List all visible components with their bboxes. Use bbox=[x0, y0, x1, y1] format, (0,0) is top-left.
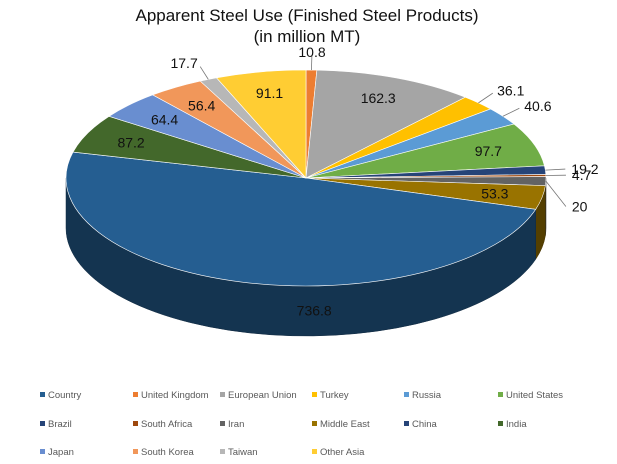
legend-swatch-india bbox=[498, 421, 503, 426]
leader-line-taiwan bbox=[199, 66, 209, 80]
legend-item-middle-east: Middle East bbox=[320, 419, 370, 430]
legend-item-united-states: United States bbox=[506, 390, 563, 401]
legend-swatch-south-korea bbox=[133, 449, 138, 454]
data-label-iran: 20 bbox=[572, 199, 588, 215]
data-label-south-korea: 56.4 bbox=[188, 97, 215, 113]
pie-tops bbox=[65, 69, 547, 287]
chart-subtitle: (in million MT) bbox=[254, 27, 361, 46]
leader-line-turkey bbox=[478, 92, 494, 104]
data-label-china: 736.8 bbox=[297, 302, 332, 318]
data-labels: 10.8 162.3 36.140.6 97.7 19.24.7 20 53.3 736.8 8… bbox=[117, 44, 598, 318]
legend-swatch-other-asia bbox=[312, 449, 317, 454]
data-label-india: 87.2 bbox=[117, 134, 144, 150]
legend-swatch-united-kingdom bbox=[133, 392, 138, 397]
chart-title: Apparent Steel Use (Finished Steel Produ… bbox=[135, 6, 478, 25]
legend-item-european-union: European Union bbox=[228, 390, 297, 401]
pie-slice-other-asia bbox=[215, 69, 307, 179]
pie-slice-european-union bbox=[305, 69, 467, 179]
legend-item-country: Country bbox=[48, 390, 82, 401]
legend-swatch-brazil bbox=[40, 421, 45, 426]
leader-lines bbox=[199, 56, 567, 207]
legend-item-taiwan: Taiwan bbox=[228, 447, 258, 458]
legend: Country United Kingdom European Union Turke… bbox=[40, 390, 563, 458]
data-label-united-states: 97.7 bbox=[475, 143, 502, 159]
data-label-other-asia: 91.1 bbox=[256, 85, 283, 101]
data-label-japan: 64.4 bbox=[151, 112, 178, 128]
legend-swatch-south-africa bbox=[133, 421, 138, 426]
data-label-middle-east: 53.3 bbox=[481, 186, 508, 202]
legend-swatch-country bbox=[40, 392, 45, 397]
legend-swatch-united-states bbox=[498, 392, 503, 397]
legend-swatch-taiwan bbox=[220, 449, 225, 454]
data-label-taiwan: 17.7 bbox=[170, 55, 197, 71]
legend-item-russia: Russia bbox=[412, 390, 442, 401]
legend-item-iran: Iran bbox=[228, 419, 244, 430]
legend-swatch-china bbox=[404, 421, 409, 426]
data-label-united-kingdom: 10.8 bbox=[298, 44, 325, 60]
legend-swatch-middle-east bbox=[312, 421, 317, 426]
legend-item-brazil: Brazil bbox=[48, 419, 72, 430]
data-label-russia: 40.6 bbox=[524, 98, 551, 114]
legend-item-india: India bbox=[506, 419, 527, 430]
pie-slice-china bbox=[65, 151, 537, 287]
legend-swatch-japan bbox=[40, 449, 45, 454]
legend-swatch-russia bbox=[404, 392, 409, 397]
legend-item-south-korea: South Korea bbox=[141, 447, 195, 458]
data-label-turkey: 36.1 bbox=[497, 82, 524, 98]
data-label-european-union: 162.3 bbox=[361, 90, 396, 106]
data-label-brazil: 19.2 bbox=[571, 161, 598, 177]
leader-line-iran bbox=[545, 180, 567, 207]
legend-item-other-asia: Other Asia bbox=[320, 447, 365, 458]
legend-item-japan: Japan bbox=[48, 447, 74, 458]
legend-item-china: China bbox=[412, 419, 438, 430]
legend-item-united-kingdom: United Kingdom bbox=[141, 390, 209, 401]
data-label-south-africa: 4.7 bbox=[572, 167, 592, 183]
legend-swatch-iran bbox=[220, 421, 225, 426]
legend-swatch-turkey bbox=[312, 392, 317, 397]
legend-item-south-africa: South Africa bbox=[141, 419, 193, 430]
leader-line-russia bbox=[502, 107, 520, 117]
legend-swatch-european-union bbox=[220, 392, 225, 397]
legend-item-turkey: Turkey bbox=[320, 390, 349, 401]
leader-line-brazil bbox=[545, 168, 566, 171]
